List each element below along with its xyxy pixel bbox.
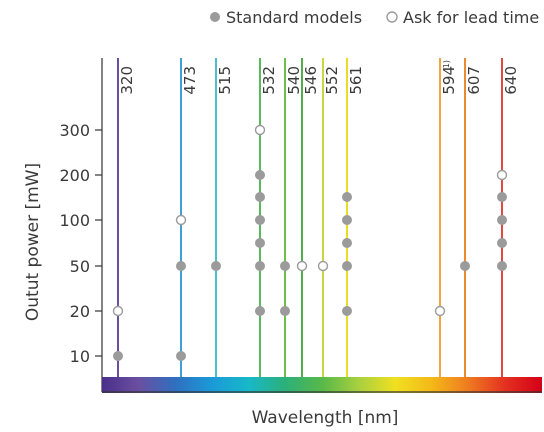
wavelength-label-540: 540	[285, 66, 303, 95]
wavelength-label-561: 561	[347, 66, 365, 95]
wavelength-label-532: 532	[260, 66, 278, 95]
standard-point-561-50	[342, 261, 352, 271]
standard-point-640-75	[497, 238, 507, 248]
standard-point-561-75	[342, 238, 352, 248]
standard-point-640-50	[497, 261, 507, 271]
y-tick-label-300: 300	[59, 121, 90, 140]
standard-point-515-50	[211, 261, 221, 271]
y-axis-title: Outut power [mW]	[23, 163, 43, 321]
standard-point-473-50	[176, 261, 186, 271]
lead-time-point-552-50	[317, 260, 329, 272]
lead-time-point-473-100	[175, 214, 187, 226]
legend-open-marker	[386, 11, 398, 23]
spectrum-bar	[102, 377, 542, 393]
y-tick-label-50: 50	[70, 257, 90, 276]
y-axis-ticks: 10 20 50 100 200 300	[59, 121, 102, 366]
standard-point-640-100	[497, 215, 507, 225]
standard-point-540-20	[280, 306, 290, 316]
standard-point-561-20	[342, 306, 352, 316]
standard-point-640-150	[497, 192, 507, 202]
wavelength-label-320: 320	[118, 66, 136, 95]
wavelength-label-640: 640	[502, 66, 520, 95]
standard-point-532-150	[255, 192, 265, 202]
wavelength-label-594: 594	[440, 66, 458, 95]
standard-point-532-75	[255, 238, 265, 248]
x-axis-title: Wavelength [nm]	[252, 408, 399, 428]
lead-time-point-640-200	[496, 169, 508, 181]
standard-point-607-50	[460, 261, 470, 271]
standard-point-532-100	[255, 215, 265, 225]
wavelength-label-552: 552	[323, 66, 341, 95]
wavelength-label-515: 515	[216, 66, 234, 95]
standard-point-561-100	[342, 215, 352, 225]
standard-point-532-200	[255, 170, 265, 180]
wavelength-lines	[117, 58, 503, 377]
y-tick-label-200: 200	[59, 166, 90, 185]
wavelength-label-546: 546	[302, 66, 320, 95]
legend-filled-marker	[210, 12, 220, 22]
legend-label-ask-for-lead-time: Ask for lead time	[403, 8, 539, 27]
standard-point-561-150	[342, 192, 352, 202]
wavelength-label-607: 607	[465, 66, 483, 95]
lead-time-point-320-20	[112, 305, 124, 317]
lead-time-point-546-50	[296, 260, 308, 272]
legend: Standard models Ask for lead time	[210, 8, 539, 27]
y-tick-label-10: 10	[70, 347, 90, 366]
standard-point-532-20	[255, 306, 265, 316]
lead-time-point-532-300	[254, 124, 266, 136]
lead-time-point-594-20	[434, 305, 446, 317]
standard-point-320-10	[113, 351, 123, 361]
standard-point-473-10	[176, 351, 186, 361]
standard-point-540-50	[280, 261, 290, 271]
y-tick-label-100: 100	[59, 211, 90, 230]
data-points	[112, 124, 508, 361]
standard-point-532-50	[255, 261, 265, 271]
wavelength-label-473: 473	[181, 66, 199, 95]
legend-label-standard-models: Standard models	[226, 8, 362, 27]
y-tick-label-20: 20	[70, 302, 90, 321]
wavelength-footnote-594: 1)	[442, 60, 451, 68]
